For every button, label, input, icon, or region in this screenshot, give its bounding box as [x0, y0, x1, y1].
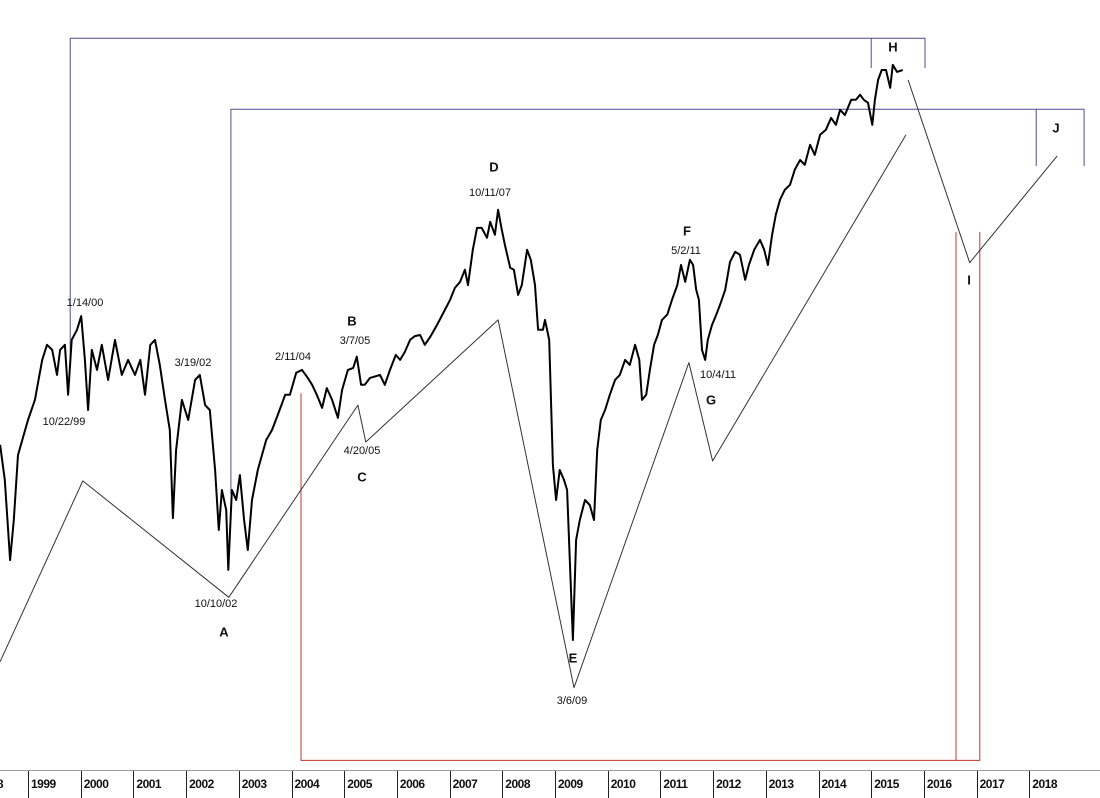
wave-label-g: G [705, 392, 717, 408]
x-tick-label: 2017 [976, 771, 1005, 798]
x-tick-label: 2003 [238, 771, 267, 798]
x-axis: 1998 1999 2000 2001 2002 2003 2004 2005 2006 2007… [0, 770, 1100, 798]
x-tick-label: 2009 [555, 771, 583, 798]
label-3-19-02: 3/19/02 [174, 357, 212, 369]
wave-line-0 [0, 134, 907, 689]
wave-label-j: J [1052, 120, 1060, 136]
label-3-7-05: 3/7/05 [339, 335, 371, 347]
x-tick-label: 2016 [923, 771, 952, 798]
wave-lines [0, 79, 1058, 689]
x-tick-label: 2012 [713, 771, 741, 798]
label-3-6-09: 3/6/09 [556, 695, 588, 707]
label-10-10-02: 10/10/02 [194, 598, 238, 610]
x-tick-label: 2005 [344, 771, 372, 798]
label-5-2-11: 5/2/11 [671, 245, 701, 257]
wave-label-f: F [683, 223, 691, 239]
price-series [0, 63, 904, 641]
x-tick-label: 2000 [80, 771, 109, 798]
x-tick-label: 2001 [133, 771, 162, 798]
x-tick-label: 2002 [186, 771, 214, 798]
x-tick-label: 2008 [502, 771, 530, 798]
label-4-20-05: 4/20/05 [343, 445, 381, 457]
wave-line-1 [907, 79, 1058, 264]
label-10-11-07: 10/11/07 [468, 187, 512, 199]
x-tick-label: 2018 [1029, 771, 1057, 798]
x-tick-label: 2010 [607, 771, 636, 798]
wave-label-c: C [357, 469, 367, 485]
wave-label-e: E [568, 650, 578, 666]
blue-bracket-line-0 [69, 37, 926, 360]
blue-bracket-line-2 [230, 108, 1085, 495]
wave-label-h: H [888, 39, 898, 55]
price-line-0 [0, 63, 904, 641]
x-tick-label: 2015 [871, 771, 899, 798]
label-1-14-00: 1/14/00 [66, 297, 104, 309]
label-10-4-11: 10/4/11 [700, 369, 736, 381]
wave-label-b: B [347, 313, 357, 329]
x-tick-label: 2011 [660, 771, 688, 798]
wave-label-i: I [967, 272, 971, 288]
wave-label-d: D [489, 159, 499, 175]
blue-bracket-lines [69, 37, 1085, 495]
label-2-11-04: 2/11/04 [275, 351, 311, 363]
wave-label-a: A [219, 624, 229, 640]
x-tick-label: 2014 [818, 771, 847, 798]
x-tick-label: 1998 [0, 771, 4, 798]
x-tick-label: 2007 [449, 771, 478, 798]
red-box-line-0 [300, 231, 981, 761]
x-tick-label: 2013 [765, 771, 794, 798]
x-tick-label: 1999 [28, 771, 56, 798]
x-tick-label: 2004 [291, 771, 320, 798]
label-10-22-99: 10/22/99 [42, 416, 86, 428]
red-box-lines [300, 231, 981, 761]
x-tick-label: 2006 [396, 771, 425, 798]
